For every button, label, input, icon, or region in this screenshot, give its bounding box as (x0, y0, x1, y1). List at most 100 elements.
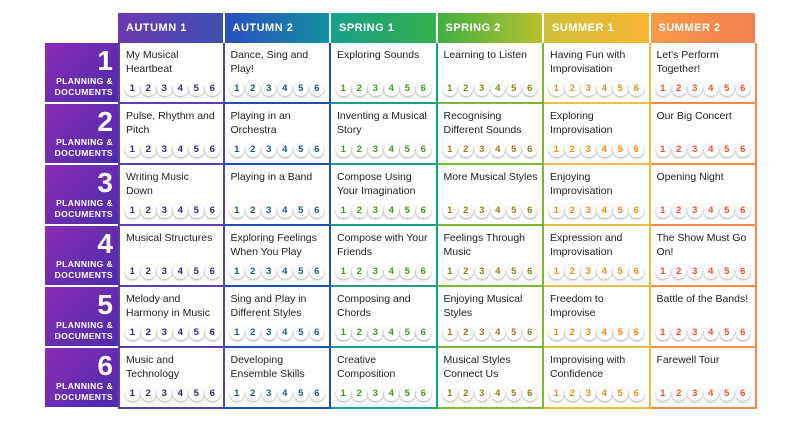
lesson-6-button[interactable]: 6 (309, 203, 324, 218)
unit-title[interactable]: Dance, Sing and Play! (230, 49, 309, 75)
lesson-3-button[interactable]: 3 (581, 203, 596, 218)
lesson-6-button[interactable]: 6 (416, 142, 431, 157)
lesson-5-button[interactable]: 5 (189, 142, 204, 157)
year-2-planning-link[interactable]: 2 PLANNING & DOCUMENTS (45, 104, 118, 165)
lesson-3-button[interactable]: 3 (157, 386, 172, 401)
lesson-4-button[interactable]: 4 (703, 81, 718, 96)
unit-title[interactable]: Composing and Chords (337, 293, 411, 319)
lesson-6-button[interactable]: 6 (629, 142, 644, 157)
lesson-2-button[interactable]: 2 (141, 81, 156, 96)
lesson-3-button[interactable]: 3 (581, 386, 596, 401)
lesson-6-button[interactable]: 6 (205, 203, 220, 218)
lesson-3-button[interactable]: 3 (261, 203, 276, 218)
lesson-2-button[interactable]: 2 (671, 142, 686, 157)
column-header-spring-2[interactable]: SPRING 2 (437, 13, 544, 43)
lesson-1-button[interactable]: 1 (549, 386, 564, 401)
lesson-3-button[interactable]: 3 (581, 264, 596, 279)
lesson-3-button[interactable]: 3 (474, 325, 489, 340)
lesson-5-button[interactable]: 5 (293, 386, 308, 401)
lesson-4-button[interactable]: 4 (703, 203, 718, 218)
lesson-2-button[interactable]: 2 (565, 386, 580, 401)
lesson-2-button[interactable]: 2 (245, 142, 260, 157)
lesson-2-button[interactable]: 2 (245, 325, 260, 340)
lesson-3-button[interactable]: 3 (687, 81, 702, 96)
lesson-1-button[interactable]: 1 (655, 325, 670, 340)
lesson-1-button[interactable]: 1 (655, 203, 670, 218)
lesson-6-button[interactable]: 6 (735, 203, 750, 218)
lesson-2-button[interactable]: 2 (245, 203, 260, 218)
lesson-6-button[interactable]: 6 (629, 325, 644, 340)
lesson-3-button[interactable]: 3 (261, 264, 276, 279)
unit-title[interactable]: Playing in an Orchestra (230, 110, 291, 136)
lesson-4-button[interactable]: 4 (703, 264, 718, 279)
unit-title[interactable]: Farewell Tour (656, 354, 720, 366)
lesson-2-button[interactable]: 2 (458, 386, 473, 401)
lesson-5-button[interactable]: 5 (189, 81, 204, 96)
unit-title[interactable]: Melody and Harmony in Music (126, 293, 211, 319)
lesson-1-button[interactable]: 1 (336, 386, 351, 401)
lesson-4-button[interactable]: 4 (384, 81, 399, 96)
lesson-4-button[interactable]: 4 (277, 264, 292, 279)
lesson-4-button[interactable]: 4 (384, 142, 399, 157)
lesson-5-button[interactable]: 5 (506, 142, 521, 157)
unit-title[interactable]: Improvising with Confidence (550, 354, 626, 380)
lesson-2-button[interactable]: 2 (141, 264, 156, 279)
lesson-1-button[interactable]: 1 (336, 81, 351, 96)
lesson-5-button[interactable]: 5 (719, 203, 734, 218)
lesson-4-button[interactable]: 4 (597, 264, 612, 279)
lesson-2-button[interactable]: 2 (458, 264, 473, 279)
lesson-1-button[interactable]: 1 (549, 325, 564, 340)
lesson-6-button[interactable]: 6 (629, 264, 644, 279)
lesson-4-button[interactable]: 4 (277, 203, 292, 218)
lesson-5-button[interactable]: 5 (189, 264, 204, 279)
lesson-2-button[interactable]: 2 (141, 325, 156, 340)
lesson-1-button[interactable]: 1 (125, 264, 140, 279)
lesson-4-button[interactable]: 4 (597, 325, 612, 340)
lesson-3-button[interactable]: 3 (687, 264, 702, 279)
lesson-1-button[interactable]: 1 (549, 264, 564, 279)
lesson-5-button[interactable]: 5 (400, 203, 415, 218)
lesson-1-button[interactable]: 1 (655, 386, 670, 401)
unit-title[interactable]: Musical Styles Connect Us (443, 354, 511, 380)
lesson-4-button[interactable]: 4 (173, 325, 188, 340)
lesson-5-button[interactable]: 5 (400, 386, 415, 401)
lesson-3-button[interactable]: 3 (261, 81, 276, 96)
lesson-5-button[interactable]: 5 (613, 203, 628, 218)
year-3-planning-link[interactable]: 3 PLANNING & DOCUMENTS (45, 165, 118, 226)
unit-title[interactable]: Enjoying Improvisation (550, 171, 613, 197)
lesson-1-button[interactable]: 1 (442, 325, 457, 340)
lesson-2-button[interactable]: 2 (458, 203, 473, 218)
lesson-6-button[interactable]: 6 (416, 203, 431, 218)
lesson-5-button[interactable]: 5 (506, 203, 521, 218)
lesson-2-button[interactable]: 2 (141, 142, 156, 157)
lesson-3-button[interactable]: 3 (157, 325, 172, 340)
lesson-4-button[interactable]: 4 (277, 386, 292, 401)
lesson-5-button[interactable]: 5 (293, 142, 308, 157)
lesson-5-button[interactable]: 5 (293, 264, 308, 279)
lesson-4-button[interactable]: 4 (490, 81, 505, 96)
lesson-4-button[interactable]: 4 (173, 81, 188, 96)
lesson-6-button[interactable]: 6 (629, 81, 644, 96)
lesson-2-button[interactable]: 2 (352, 386, 367, 401)
lesson-6-button[interactable]: 6 (205, 142, 220, 157)
unit-title[interactable]: The Show Must Go On! (656, 232, 747, 258)
unit-title[interactable]: Having Fun with Improvisation (550, 49, 626, 75)
lesson-1-button[interactable]: 1 (336, 142, 351, 157)
lesson-2-button[interactable]: 2 (141, 203, 156, 218)
lesson-3-button[interactable]: 3 (474, 386, 489, 401)
lesson-5-button[interactable]: 5 (506, 264, 521, 279)
lesson-6-button[interactable]: 6 (522, 264, 537, 279)
lesson-3-button[interactable]: 3 (157, 142, 172, 157)
lesson-5-button[interactable]: 5 (189, 325, 204, 340)
lesson-4-button[interactable]: 4 (277, 81, 292, 96)
lesson-6-button[interactable]: 6 (629, 203, 644, 218)
unit-title[interactable]: Battle of the Bands! (656, 293, 749, 305)
lesson-3-button[interactable]: 3 (581, 325, 596, 340)
lesson-3-button[interactable]: 3 (261, 325, 276, 340)
lesson-6-button[interactable]: 6 (735, 264, 750, 279)
lesson-5-button[interactable]: 5 (400, 81, 415, 96)
lesson-1-button[interactable]: 1 (655, 142, 670, 157)
lesson-2-button[interactable]: 2 (565, 81, 580, 96)
lesson-5-button[interactable]: 5 (719, 264, 734, 279)
lesson-3-button[interactable]: 3 (687, 142, 702, 157)
